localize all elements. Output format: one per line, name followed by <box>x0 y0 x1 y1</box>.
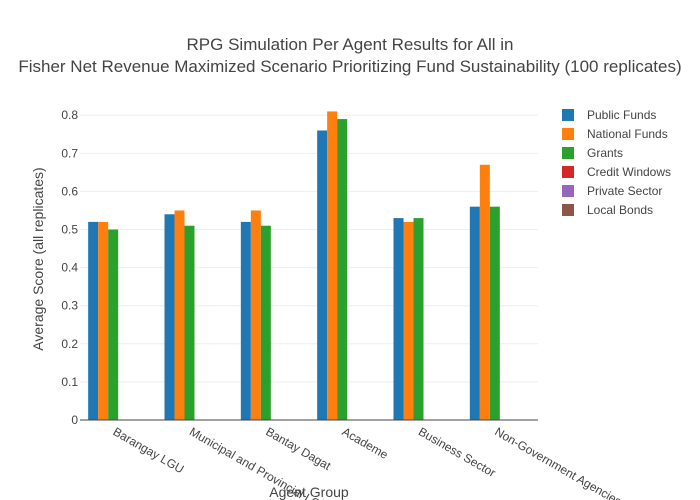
y-tick-labels: 0 0.1 0.2 0.3 0.4 0.5 0.6 0.7 0.8 <box>61 108 78 427</box>
bar <box>327 111 338 420</box>
legend-swatch <box>562 109 574 121</box>
y-tick-label: 0.7 <box>61 146 78 160</box>
bar <box>337 119 348 421</box>
bar <box>164 214 175 420</box>
y-tick-label: 0.5 <box>61 223 78 237</box>
legend-swatch <box>562 185 574 197</box>
bar <box>489 206 500 420</box>
y-tick-label: 0.1 <box>61 375 78 389</box>
x-tick-label: Academe <box>340 424 391 462</box>
gridlines <box>80 114 538 383</box>
y-tick-label: 0.3 <box>61 299 78 313</box>
y-tick-label: 0 <box>71 413 78 427</box>
y-tick-label: 0.4 <box>61 261 78 275</box>
legend-swatch <box>562 147 574 159</box>
y-tick-label: 0.8 <box>61 108 78 122</box>
chart-title-line-1: RPG Simulation Per Agent Results for All… <box>187 35 514 54</box>
legend-swatch <box>562 204 574 216</box>
bar <box>479 164 490 420</box>
y-tick-label: 0.6 <box>61 184 78 198</box>
x-tick-label: Barangay LGU <box>111 424 187 476</box>
legend-label: Local Bonds <box>587 203 653 217</box>
x-tick-label: Non-Government Agencies <box>492 424 624 500</box>
y-axis-title: Average Score (all replicates) <box>30 167 46 350</box>
x-axis-title: Agent Group <box>269 484 349 500</box>
legend-label: Credit Windows <box>587 165 671 179</box>
bar <box>240 221 251 420</box>
legend-swatch <box>562 166 574 178</box>
bar <box>260 225 271 420</box>
bars <box>88 111 500 421</box>
legend-label: National Funds <box>587 127 668 141</box>
bar <box>403 221 414 420</box>
legend: Public Funds National Funds Grants Credit W… <box>562 108 671 217</box>
bar <box>98 221 109 420</box>
legend-label: Grants <box>587 146 623 160</box>
bar <box>413 218 424 420</box>
x-tick-label: Business Sector <box>416 424 498 479</box>
bar <box>317 130 328 420</box>
chart-title-line-2: Fisher Net Revenue Maximized Scenario Pr… <box>18 57 681 76</box>
x-tick-label: Bantay Dagat <box>263 424 334 473</box>
bar <box>174 210 185 420</box>
bar <box>88 221 99 420</box>
y-tick-label: 0.2 <box>61 337 78 351</box>
bar <box>250 210 261 420</box>
bar <box>184 225 195 420</box>
legend-label: Public Funds <box>587 108 656 122</box>
bar <box>393 218 404 420</box>
bar <box>469 206 480 420</box>
legend-swatch <box>562 128 574 140</box>
legend-label: Private Sector <box>587 184 662 198</box>
x-tick-labels: Barangay LGU Municipal and Provincial LGU… <box>111 424 624 500</box>
bar <box>108 229 119 420</box>
